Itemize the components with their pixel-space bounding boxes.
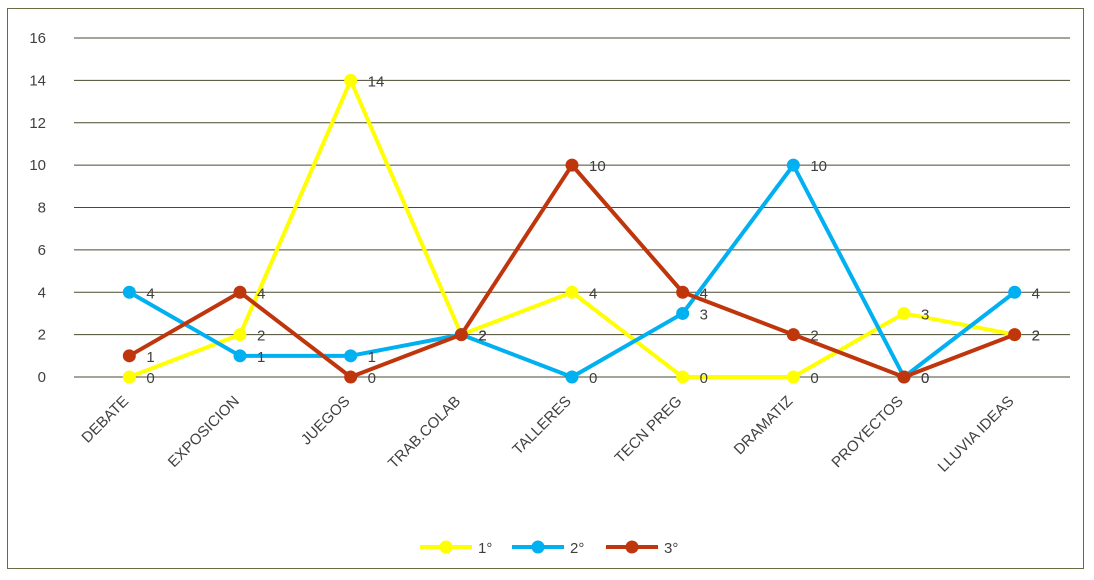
data-label: 10 [810,158,827,175]
x-category-label: JUEGOS [298,393,354,449]
data-label: 2 [810,328,818,345]
data-label: 3 [921,306,929,323]
data-label: 0 [589,370,597,387]
data-label: 2 [257,328,265,345]
data-point [233,349,247,363]
x-category-label: PROYECTOS [828,393,906,471]
chart-frame [7,8,1084,569]
data-label: 2 [1032,328,1040,345]
data-label: 4 [146,285,154,302]
data-label: 2 [1032,328,1040,345]
legend-label-1: 1° [478,540,492,557]
data-label: 0 [921,370,929,387]
x-category-label: EXPOSICION [165,393,243,471]
data-point [897,306,911,320]
data-point [1008,285,1022,299]
data-point [565,285,579,299]
data-point [344,349,358,363]
data-label: 2 [478,328,486,345]
data-label: 0 [700,370,708,387]
data-label: 0 [146,370,154,387]
data-point [565,158,579,172]
data-label: 1 [257,349,265,366]
legend-marker-2 [531,540,545,554]
data-label: 1 [368,349,376,366]
data-point [233,328,247,342]
legend-marker-1 [439,540,453,554]
x-category-label: LLUVIA IDEAS [935,393,1018,476]
data-point [344,73,358,87]
x-axis-category-labels: DEBATE EXPOSICION JUEGOS TRAB.COLAB TALLERES… [78,393,1017,476]
legend: 1° 2° 3° [420,540,678,557]
y-tick-label: 0 [38,369,46,386]
gridlines [74,37,1070,378]
data-label: 3 [700,306,708,323]
data-label: 1 [146,349,154,366]
data-point [122,349,136,363]
legend-label-2: 2° [570,540,584,557]
data-point [565,370,579,384]
y-tick-label: 14 [29,72,46,89]
data-label: 10 [589,158,606,175]
y-axis-tick-labels: 0 2 4 6 8 10 12 14 16 [29,30,46,386]
data-label: 4 [257,285,265,302]
data-point [454,328,468,342]
y-tick-label: 8 [38,200,46,217]
y-tick-label: 16 [29,30,46,47]
data-point [676,285,690,299]
data-label: 0 [921,370,929,387]
data-point [1008,328,1022,342]
series-line-3 [127,163,1017,379]
y-tick-label: 10 [29,157,46,174]
legend-marker-3 [625,540,639,554]
x-category-label: TRAB.COLAB [385,393,464,472]
data-label: 4 [589,285,597,302]
x-category-label: DEBATE [78,393,132,447]
data-point [122,370,136,384]
x-category-label: DRAMATIZ [731,393,796,458]
data-point [676,370,690,384]
data-point [344,370,358,384]
data-point [676,306,690,320]
x-category-label: TECN PREG [612,393,686,467]
legend-label-3: 3° [664,540,678,557]
data-label: 0 [810,370,818,387]
y-tick-label: 2 [38,327,46,344]
data-point [233,285,247,299]
data-point [122,285,136,299]
x-category-label: TALLERES [509,393,574,458]
data-label: 14 [368,73,385,90]
data-label: 2 [478,328,486,345]
series-line-2 [127,163,1017,379]
data-label: 4 [700,285,708,302]
data-label: 2 [478,328,486,345]
data-label: 0 [368,370,376,387]
y-tick-label: 6 [38,242,46,259]
y-tick-label: 4 [38,284,46,301]
data-point [786,328,800,342]
data-point [897,370,911,384]
data-point [786,370,800,384]
data-point [786,158,800,172]
data-label: 4 [1032,285,1040,302]
series-lines [122,73,1022,384]
y-tick-label: 12 [29,115,46,132]
